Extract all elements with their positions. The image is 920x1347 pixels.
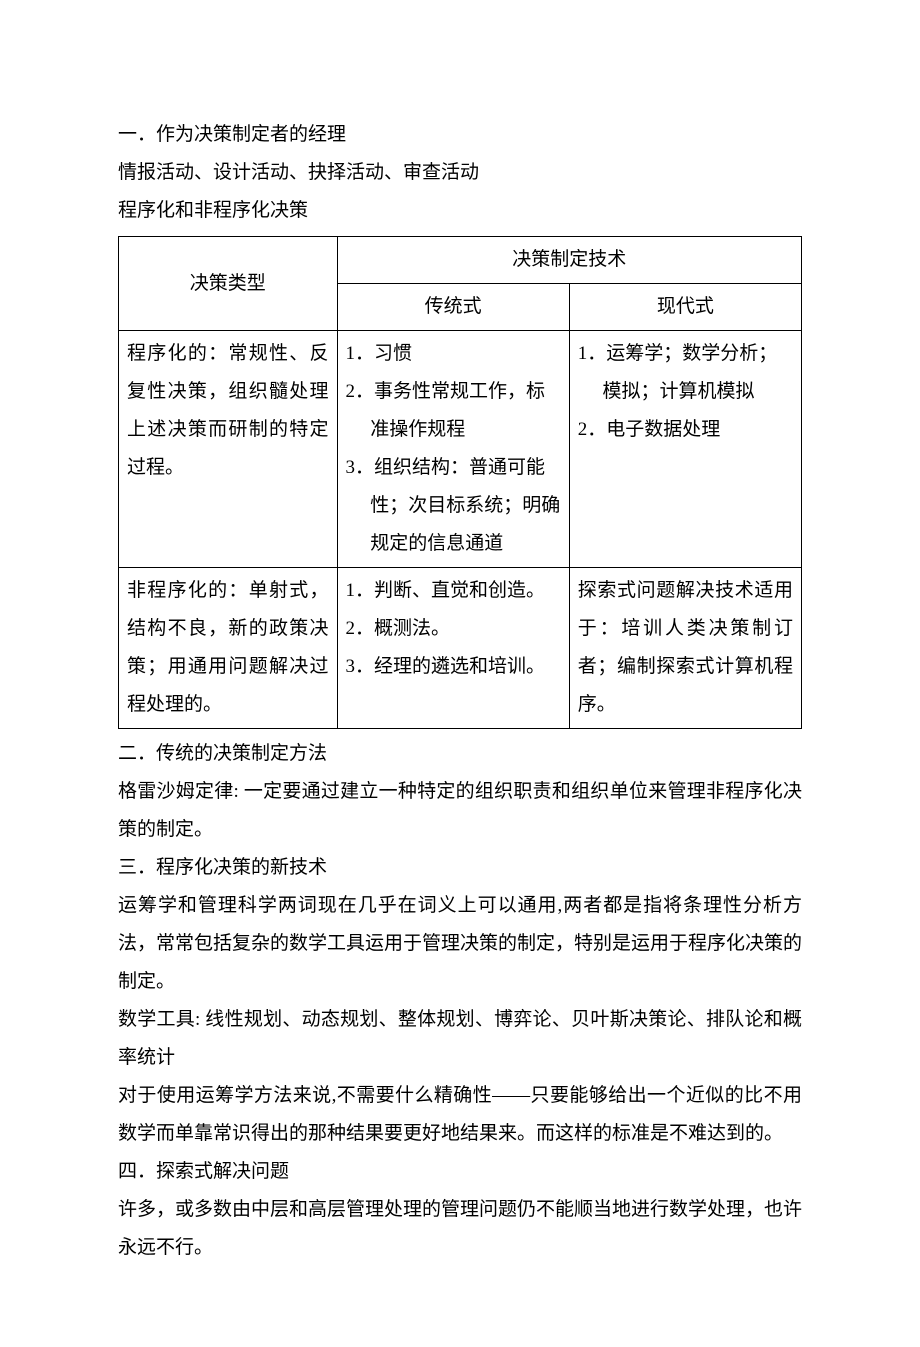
section2-p1: 格雷沙姆定律: 一定要通过建立一种特定的组织职责和组织单位来管理非程序化决策的制… (118, 773, 802, 849)
section2-heading: 二．传统的决策制定方法 (118, 735, 802, 773)
list-item: 1．习惯 (346, 335, 561, 373)
cell-type-2: 非程序化的：单射式，结构不良，新的政策决策；用通用问题解决过程处理的。 (119, 568, 338, 729)
section3-p1: 运筹学和管理科学两词现在几乎在词义上可以通用,两者都是指将条理性分析方法，常常包… (118, 887, 802, 1001)
table-row: 程序化的：常规性、反复性决策，组织髓处理上述决策而研制的特定过程。 1．习惯 2… (119, 331, 802, 568)
section1-line2: 程序化和非程序化决策 (118, 192, 802, 230)
list-item: 1．判断、直觉和创造。 (346, 572, 561, 610)
section4-p1: 许多，或多数由中层和高层管理处理的管理问题仍不能顺当地进行数学处理，也许永远不行… (118, 1191, 802, 1267)
section4-heading: 四．探索式解决问题 (118, 1153, 802, 1191)
section3-p2: 数学工具: 线性规划、动态规划、整体规划、博弈论、贝叶斯决策论、排队论和概率统计 (118, 1001, 802, 1077)
list-item: 3．经理的遴选和培训。 (346, 648, 561, 686)
section3-p3: 对于使用运筹学方法来说,不需要什么精确性——只要能够给出一个近似的比不用数学而单… (118, 1077, 802, 1153)
list-item: 1．运筹学；数学分析；模拟；计算机模拟 (578, 335, 793, 411)
th-type: 决策类型 (119, 237, 338, 331)
cell-trad-1: 1．习惯 2．事务性常规工作，标准操作规程 3．组织结构：普通可能性；次目标系统… (337, 331, 569, 568)
cell-type-1: 程序化的：常规性、反复性决策，组织髓处理上述决策而研制的特定过程。 (119, 331, 338, 568)
list-item: 2．事务性常规工作，标准操作规程 (346, 373, 561, 449)
section1-heading: 一．作为决策制定者的经理 (118, 116, 802, 154)
section3-heading: 三．程序化决策的新技术 (118, 849, 802, 887)
cell-modern-1: 1．运筹学；数学分析；模拟；计算机模拟 2．电子数据处理 (569, 331, 801, 568)
table-row: 非程序化的：单射式，结构不良，新的政策决策；用通用问题解决过程处理的。 1．判断… (119, 568, 802, 729)
decision-table: 决策类型 决策制定技术 传统式 现代式 程序化的：常规性、反复性决策，组织髓处理… (118, 236, 802, 729)
section1-line1: 情报活动、设计活动、抉择活动、审查活动 (118, 154, 802, 192)
cell-trad-2: 1．判断、直觉和创造。 2．概测法。 3．经理的遴选和培训。 (337, 568, 569, 729)
list-item: 2．电子数据处理 (578, 411, 793, 449)
th-tech: 决策制定技术 (337, 237, 801, 284)
list-item: 3．组织结构：普通可能性；次目标系统；明确规定的信息通道 (346, 449, 561, 563)
th-modern: 现代式 (569, 284, 801, 331)
list-item: 2．概测法。 (346, 610, 561, 648)
cell-modern-2: 探索式问题解决技术适用于：培训人类决策制订者；编制探索式计算机程序。 (569, 568, 801, 729)
th-trad: 传统式 (337, 284, 569, 331)
